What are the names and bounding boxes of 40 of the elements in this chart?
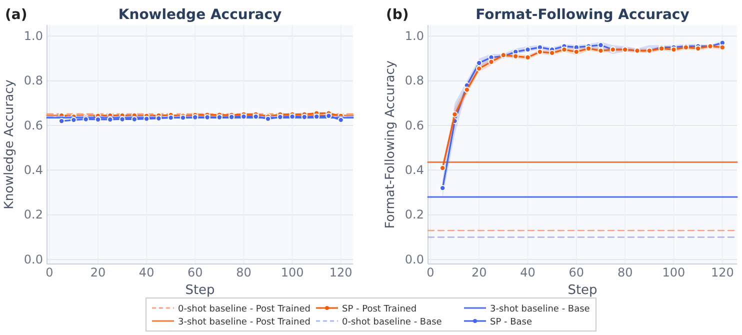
text: (b) [386, 7, 409, 23]
x-axis-title: Step [185, 283, 215, 298]
x-tick-label: 40 [138, 266, 154, 280]
x-tick-label: 0 [46, 266, 54, 280]
y-tick-label: 0.4 [24, 163, 43, 178]
y-tick-label: 0.6 [404, 118, 424, 132]
legend-label: SP - Post Trained [342, 304, 417, 314]
legend-label: SP - Base [490, 318, 532, 328]
chart-title: Knowledge Accuracy [118, 7, 282, 23]
text: (a) [5, 7, 28, 23]
legend-label: 3-shot baseline - Post Trained [178, 318, 310, 328]
x-tick-label: 20 [90, 266, 106, 280]
x-tick-label: 100 [280, 266, 304, 280]
y-tick-label: 0.0 [404, 252, 424, 266]
y-tick-label: 0.6 [24, 118, 43, 132]
x-tick-label: 60 [568, 266, 584, 280]
x-tick-label: 40 [520, 266, 536, 280]
x-tick-label: 20 [471, 266, 487, 280]
x-tick-label: 80 [617, 266, 633, 280]
legend-label: 3-shot baseline - Base [490, 304, 590, 314]
x-tick-label: 0 [426, 266, 434, 280]
y-tick-label: 0.8 [24, 74, 43, 88]
y-tick-label: 0.8 [404, 74, 424, 88]
y-tick-label: 0.4 [404, 163, 424, 178]
legend-label: 0-shot baseline - Base [342, 318, 442, 328]
x-tick-label: 60 [188, 266, 203, 280]
y-axis-title: Knowledge Accuracy [1, 79, 16, 210]
x-tick-label: 120 [710, 266, 734, 280]
chart-title: Format-Following Accuracy [476, 7, 690, 23]
y-tick-label: 1.0 [404, 29, 424, 44]
y-tick-label: 0.2 [24, 208, 43, 222]
x-tick-label: 100 [662, 266, 686, 280]
x-tick-label: 120 [329, 266, 352, 280]
y-tick-label: 0.0 [24, 252, 43, 266]
legend-label: 0-shot baseline - Post Trained [178, 304, 310, 314]
y-axis-title: Format-Following Accuracy [382, 60, 397, 229]
x-axis-title: Step [568, 283, 598, 298]
y-tick-label: 0.2 [404, 208, 424, 222]
y-tick-label: 1.0 [24, 29, 43, 44]
x-tick-label: 80 [236, 266, 252, 280]
